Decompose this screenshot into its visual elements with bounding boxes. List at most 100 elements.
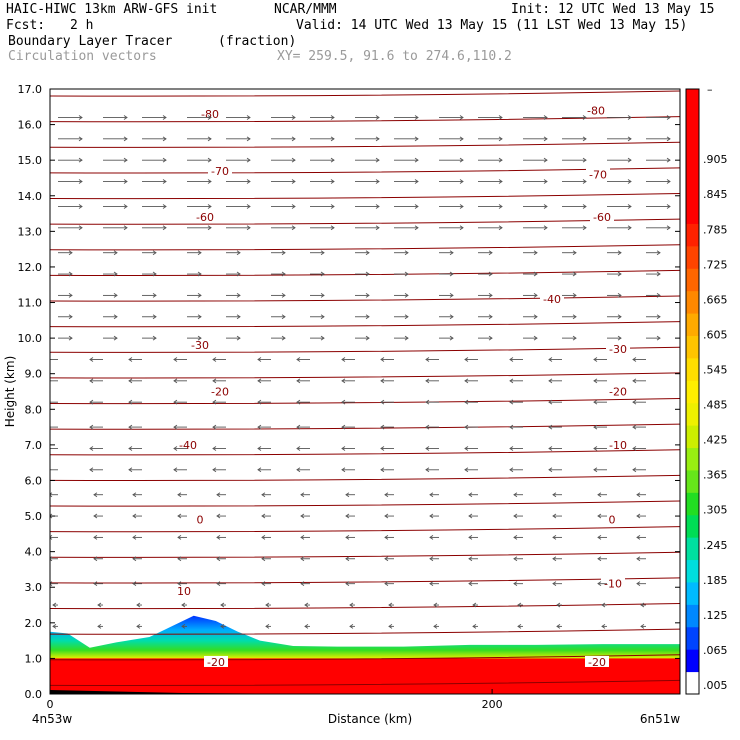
vector-arrowhead	[341, 446, 346, 451]
vector-arrowhead	[265, 624, 270, 629]
fcst-value: 2 h	[70, 18, 94, 33]
plot-frame	[49, 88, 681, 695]
vector-arrowhead	[89, 467, 94, 473]
vector-arrowhead	[468, 556, 473, 562]
vector-arrowhead	[45, 425, 48, 429]
vector-arrowhead	[216, 535, 221, 540]
vector-arrowhead	[488, 335, 493, 341]
colorbar-cell	[686, 469, 699, 493]
vector-arrowhead	[341, 467, 346, 473]
tracer-core	[50, 658, 680, 694]
vector-arrowhead	[365, 335, 370, 341]
vector-arrowhead	[552, 535, 557, 540]
colorbar-frame	[685, 88, 700, 695]
colorbar-cell	[686, 111, 699, 135]
vector-arrowhead	[330, 225, 335, 231]
vector-arrowhead	[627, 157, 632, 163]
vector-arrowhead	[89, 357, 94, 362]
temperature-contour	[50, 141, 680, 148]
vector-arrowhead	[341, 378, 346, 384]
vector-arrowhead	[404, 271, 409, 277]
vector-arrowhead	[472, 602, 477, 608]
vector-arrowhead	[50, 513, 53, 519]
vector-arrowhead	[509, 399, 514, 405]
vector-arrowhead	[543, 204, 548, 209]
vector-arrowhead	[572, 314, 577, 320]
temperature-contour	[50, 449, 680, 456]
vector-arrowhead	[533, 335, 538, 341]
vector-arrowhead	[459, 179, 464, 184]
colorbar-cell	[686, 492, 699, 516]
colorbar-cell	[686, 671, 699, 695]
contour-label: -30	[609, 343, 627, 356]
x-endpoint-left: 4n53w	[32, 712, 73, 726]
vector-arrowhead	[414, 157, 419, 163]
vector-arrowhead	[197, 293, 202, 298]
vector-arrowhead	[207, 115, 212, 120]
vector-arrowhead	[656, 314, 661, 320]
vector-arrowhead	[281, 271, 286, 277]
vector-arrowhead	[93, 492, 98, 498]
contour-label: -10	[609, 439, 627, 452]
vector-arrowhead	[548, 424, 553, 430]
field-units: (fraction)	[218, 34, 297, 49]
vector-arrowhead	[404, 250, 409, 256]
vector-arrowhead	[45, 446, 48, 450]
vector-arrowhead	[128, 467, 133, 473]
x-tick-label: 200	[482, 698, 503, 711]
vector-arrowhead	[464, 467, 469, 473]
y-tick-label: 14.0	[18, 190, 43, 203]
vector-arrowhead	[375, 157, 380, 163]
vector-arrowhead	[488, 250, 493, 256]
vector-arrowhead	[173, 378, 178, 384]
colorbar-label: .305	[703, 504, 728, 517]
colorbar-cell	[686, 559, 699, 583]
vector-arrowhead	[632, 399, 637, 405]
vector-arrowhead	[296, 357, 301, 362]
vector-arrowhead	[45, 379, 48, 383]
vector-arrowhead	[123, 225, 128, 231]
vector-arrowhead	[291, 179, 296, 184]
y-tick-label: 7.0	[25, 439, 43, 452]
vector-arrowhead	[509, 467, 514, 473]
colorbar-cell	[686, 447, 699, 471]
vector-arrowhead	[498, 179, 503, 184]
vector-arrowhead	[509, 424, 514, 430]
vector-arrowhead	[513, 556, 518, 562]
colorbar-cell	[686, 402, 699, 426]
vector-arrowhead	[152, 271, 157, 277]
colorbar-label: .485	[703, 399, 728, 412]
x-axis-label: Distance (km)	[328, 712, 412, 726]
vector-arrowhead	[177, 535, 182, 540]
colorbar-cell	[686, 89, 699, 112]
vector-arrowhead	[632, 467, 637, 473]
org-label: NCAR/MMM	[274, 2, 337, 17]
y-tick-label: 2.0	[25, 617, 43, 630]
vector-arrowhead	[162, 204, 167, 209]
vector-arrowhead	[627, 179, 632, 184]
vector-arrowhead	[375, 136, 380, 142]
vector-arrowhead	[68, 293, 73, 298]
vector-arrowhead	[636, 492, 641, 498]
vector-arrowhead	[640, 624, 645, 629]
vector-arrowhead	[509, 357, 514, 362]
vector-arrowhead	[341, 424, 346, 430]
vector-arrowhead	[320, 314, 325, 320]
vector-arrowhead	[627, 204, 632, 209]
vector-arrowhead	[212, 357, 217, 362]
vector-arrowhead	[296, 467, 301, 473]
vector-arrowhead	[152, 293, 157, 298]
vector-arrowhead	[341, 357, 346, 362]
vector-arrowhead	[207, 136, 212, 142]
vector-arrowhead	[212, 446, 217, 451]
vector-arrowhead	[459, 204, 464, 209]
vector-arrowhead	[68, 314, 73, 320]
vector-arrowhead	[468, 492, 473, 498]
vector-arrowhead	[498, 204, 503, 209]
vector-arrowhead	[261, 513, 266, 519]
vector-arrowhead	[236, 293, 241, 298]
contour-label: -70	[211, 165, 229, 178]
vector-arrowhead	[636, 535, 641, 540]
vector-arrowhead	[291, 204, 296, 209]
vector-arrowhead	[582, 204, 587, 209]
